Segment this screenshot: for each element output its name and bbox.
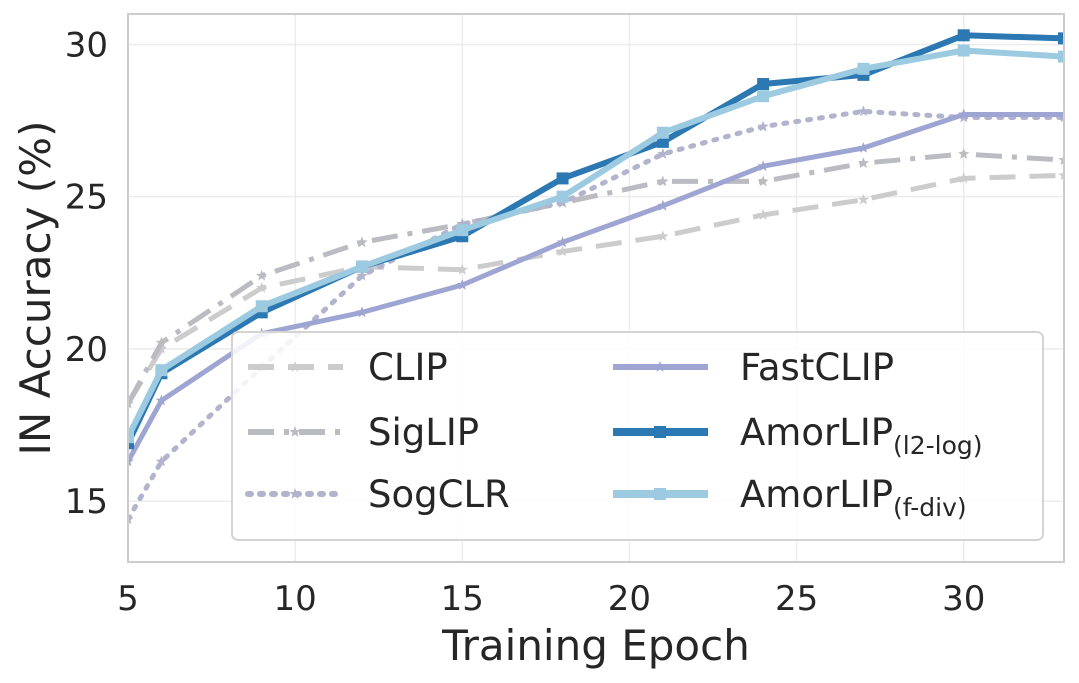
legend-item: SigLIP xyxy=(248,411,479,454)
data-point-marker xyxy=(1058,169,1064,181)
x-tick-label: 5 xyxy=(117,579,139,619)
data-point-marker xyxy=(356,236,368,248)
data-point-marker xyxy=(128,437,134,450)
data-point-marker xyxy=(128,431,134,444)
data-point-marker xyxy=(556,236,569,248)
y-axis-label: IN Accuracy (%) xyxy=(11,121,60,456)
data-point-marker xyxy=(155,336,168,348)
legend-label: SogCLR xyxy=(368,473,510,516)
legend-item: SogCLR xyxy=(245,473,510,516)
data-point-marker xyxy=(556,190,569,203)
data-point-marker xyxy=(356,306,368,318)
legend-item: CLIP xyxy=(248,346,448,389)
data-point-marker xyxy=(757,78,770,91)
data-point-marker xyxy=(155,455,168,467)
data-point-marker xyxy=(289,426,301,437)
data-point-marker xyxy=(757,120,769,132)
data-point-marker xyxy=(356,269,368,281)
data-point-marker xyxy=(456,224,469,237)
x-tick-label: 30 xyxy=(942,579,985,619)
legend-label: FastCLIP xyxy=(740,346,894,389)
data-point-marker xyxy=(654,488,666,500)
data-point-marker xyxy=(654,361,666,372)
data-point-marker xyxy=(857,62,870,75)
data-point-marker xyxy=(656,135,669,148)
data-point-marker xyxy=(1058,50,1064,63)
axis-ticks: 5 10 15 20 25 30 15 20 25 30 xyxy=(65,25,986,619)
data-point-marker xyxy=(857,193,870,205)
data-point-marker xyxy=(356,260,368,273)
data-point-marker xyxy=(857,157,870,168)
data-point-marker xyxy=(1058,32,1064,45)
data-point-marker xyxy=(128,513,134,525)
data-point-marker xyxy=(256,269,268,281)
data-point-marker xyxy=(757,90,770,103)
data-point-marker xyxy=(155,364,168,377)
data-point-marker xyxy=(289,488,301,499)
data-point-marker xyxy=(657,148,669,159)
legend-item: FastCLIP xyxy=(613,346,894,389)
data-point-marker xyxy=(128,455,134,467)
data-point-marker xyxy=(657,230,669,242)
data-point-marker xyxy=(957,44,970,57)
x-tick-label: 15 xyxy=(441,579,484,619)
data-point-marker xyxy=(958,148,970,159)
legend-subscript: (l2-log) xyxy=(893,431,983,460)
data-point-marker xyxy=(155,394,168,406)
data-point-marker xyxy=(757,208,769,220)
data-point-marker xyxy=(155,342,168,354)
data-point-marker xyxy=(456,279,468,290)
data-point-marker xyxy=(456,263,468,275)
data-point-marker xyxy=(556,245,569,257)
data-point-marker xyxy=(857,142,870,153)
data-point-marker xyxy=(957,29,970,42)
series-6 xyxy=(128,44,1064,444)
data-point-marker xyxy=(255,300,268,313)
legend-item: AmorLIP(f-div) xyxy=(613,473,967,522)
legend-subscript: (f-div) xyxy=(893,493,967,522)
x-tick-label: 20 xyxy=(608,579,651,619)
legend-label: CLIP xyxy=(368,346,448,389)
legend-label: AmorLIP(f-div) xyxy=(740,473,967,522)
data-point-marker xyxy=(857,105,870,117)
plot-area xyxy=(128,29,1064,525)
data-point-marker xyxy=(256,282,268,293)
data-point-marker xyxy=(656,126,669,139)
data-point-marker xyxy=(556,172,569,185)
legend: CLIPSigLIPSogCLRFastCLIPAmorLIP(l2-log)A… xyxy=(231,331,1044,541)
data-point-marker xyxy=(1058,108,1064,120)
data-point-marker xyxy=(654,426,666,438)
y-tick-label: 30 xyxy=(65,25,108,65)
data-point-marker xyxy=(757,175,769,187)
data-point-marker xyxy=(1058,154,1064,165)
x-tick-label: 10 xyxy=(274,579,317,619)
y-tick-label: 20 xyxy=(65,330,108,370)
legend-label: SigLIP xyxy=(368,411,479,454)
data-point-marker xyxy=(958,108,970,120)
x-axis-label: Training Epoch xyxy=(441,621,750,670)
series-line xyxy=(128,151,1064,405)
y-tick-label: 25 xyxy=(65,178,108,218)
plot-frame xyxy=(127,13,1065,563)
data-point-marker xyxy=(657,175,669,187)
data-point-marker xyxy=(128,397,134,409)
x-tick-label: 25 xyxy=(775,579,818,619)
data-point-marker xyxy=(958,172,970,184)
data-point-marker xyxy=(289,361,301,372)
data-point-marker xyxy=(757,160,769,172)
y-tick-label: 15 xyxy=(65,482,108,522)
data-point-marker xyxy=(456,218,468,229)
data-point-marker xyxy=(657,199,669,211)
